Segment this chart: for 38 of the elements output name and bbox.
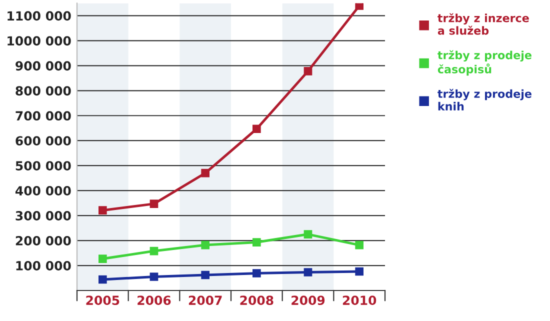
point	[252, 124, 261, 134]
x-tick-label: 2009	[292, 296, 325, 306]
x-tick-label: 2008	[240, 296, 274, 306]
point	[355, 267, 364, 276]
point	[355, 3, 364, 10]
y-tick-label: 400 000	[15, 186, 71, 196]
y-tick-label: 600 000	[16, 136, 71, 146]
y-tick-label: 300 000	[16, 211, 71, 220]
point	[355, 240, 364, 250]
y-tick-label: 800 000	[16, 86, 71, 96]
point	[150, 200, 158, 208]
x-tick-label: 2005	[86, 296, 120, 306]
point	[98, 275, 107, 284]
legend-label: tržby z inzerce a služeb	[438, 13, 529, 35]
y-tick-label: 1000 000	[8, 36, 71, 46]
point	[201, 270, 210, 280]
y-tick-label: 700 000	[16, 111, 71, 121]
point	[252, 269, 261, 278]
point	[304, 66, 312, 76]
legend-label: tržby z prodeje časopisů	[438, 50, 532, 76]
x-tick-label: 2007	[188, 296, 222, 306]
point	[201, 168, 210, 178]
point	[150, 272, 158, 281]
y-tick-label: 500 000	[16, 161, 71, 171]
point	[150, 246, 158, 256]
point	[98, 206, 107, 214]
point	[304, 268, 312, 276]
x-tick-label: 2006	[138, 296, 171, 306]
point	[304, 230, 312, 238]
x-tick-label: 2010	[342, 296, 376, 306]
point	[98, 254, 107, 263]
legend-label: tržby z prodeje knih	[438, 88, 532, 110]
y-tick-label: 1100 000	[8, 11, 71, 21]
y-tick-label: 100 000	[16, 260, 71, 270]
point	[252, 238, 261, 246]
y-tick-label: 900 000	[16, 61, 71, 71]
y-tick-label: 200 000	[16, 236, 71, 246]
point	[201, 240, 210, 250]
